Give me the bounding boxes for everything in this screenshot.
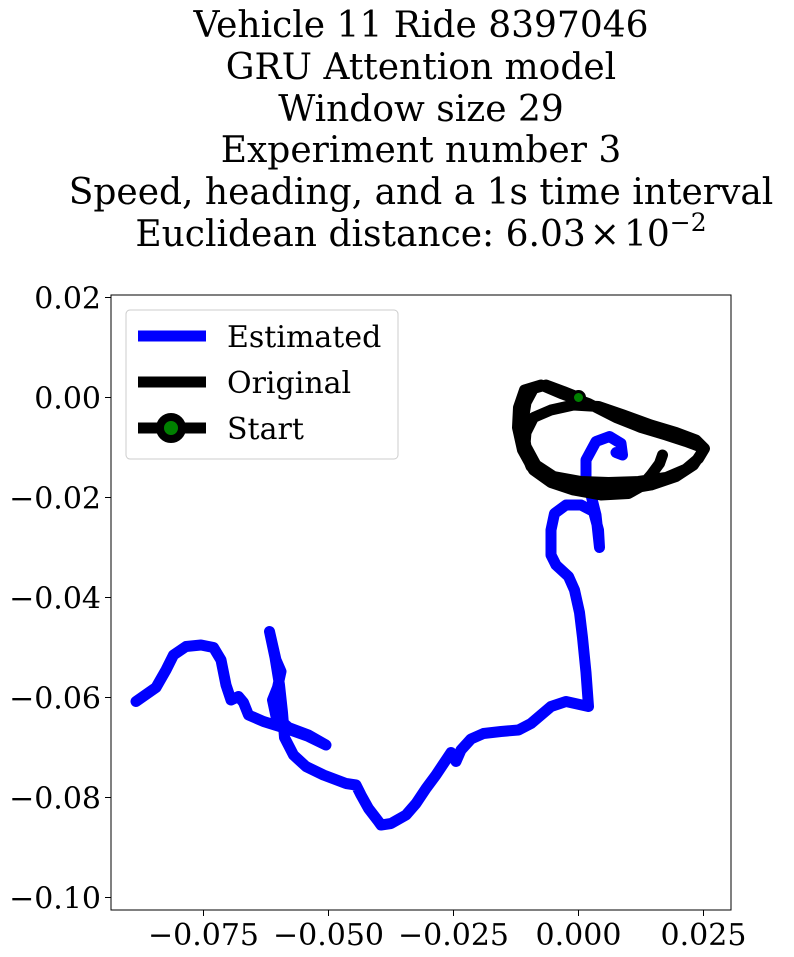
series-line-original: [512, 379, 710, 501]
series-layer: [130, 379, 710, 831]
y-tick-label: −0.02: [9, 482, 101, 517]
x-tick-label: −0.075: [148, 918, 259, 953]
legend: Estimated Original Start: [125, 309, 399, 460]
title-distance-base: 10: [624, 214, 670, 255]
legend-label-start: Start: [227, 412, 304, 447]
legend-frame: [125, 309, 399, 460]
x-tick-label: −0.050: [273, 918, 384, 953]
series-line-estimated: [130, 431, 628, 831]
title-line-6: Euclidean distance: 6.03 × 10−2: [135, 208, 706, 255]
start-point-marker: [571, 390, 586, 405]
title-distance-mantissa: 6.03: [506, 214, 586, 255]
y-tick-label: −0.06: [9, 682, 101, 717]
legend-label-estimated: Estimated: [227, 320, 381, 355]
title-line-4: Experiment number 3: [221, 130, 622, 171]
title-distance-prefix: Euclidean distance:: [135, 214, 505, 255]
title-distance-exponent: −2: [670, 208, 707, 237]
y-tick-label: 0.02: [34, 282, 101, 317]
plot-frame: [110, 294, 732, 911]
x-tick-label: 0.000: [536, 918, 622, 953]
x-tick-label: −0.025: [398, 918, 509, 953]
y-tick-label: 0.00: [34, 382, 101, 417]
y-tick-label: −0.04: [9, 582, 101, 617]
legend-label-original: Original: [227, 366, 351, 401]
x-axis: −0.075 −0.050 −0.025 0.000 0.025: [148, 910, 746, 953]
y-tick-label: −0.08: [9, 782, 101, 817]
title-distance-times: ×: [590, 214, 620, 255]
x-tick-label: 0.025: [661, 918, 747, 953]
title-line-1: Vehicle 11 Ride 8397046: [192, 5, 648, 46]
title-line-2: GRU Attention model: [226, 47, 616, 88]
title-line-5: Speed, heading, and a 1s time interval: [69, 172, 774, 213]
legend-swatch-start-marker: [156, 413, 186, 443]
y-tick-label: −0.10: [9, 882, 101, 917]
y-axis: 0.02 0.00 −0.02 −0.04 −0.06 −0.08 −0.10: [9, 282, 111, 917]
chart-title: Vehicle 11 Ride 8397046 GRU Attention mo…: [69, 5, 774, 255]
title-line-3: Window size 29: [278, 89, 564, 130]
